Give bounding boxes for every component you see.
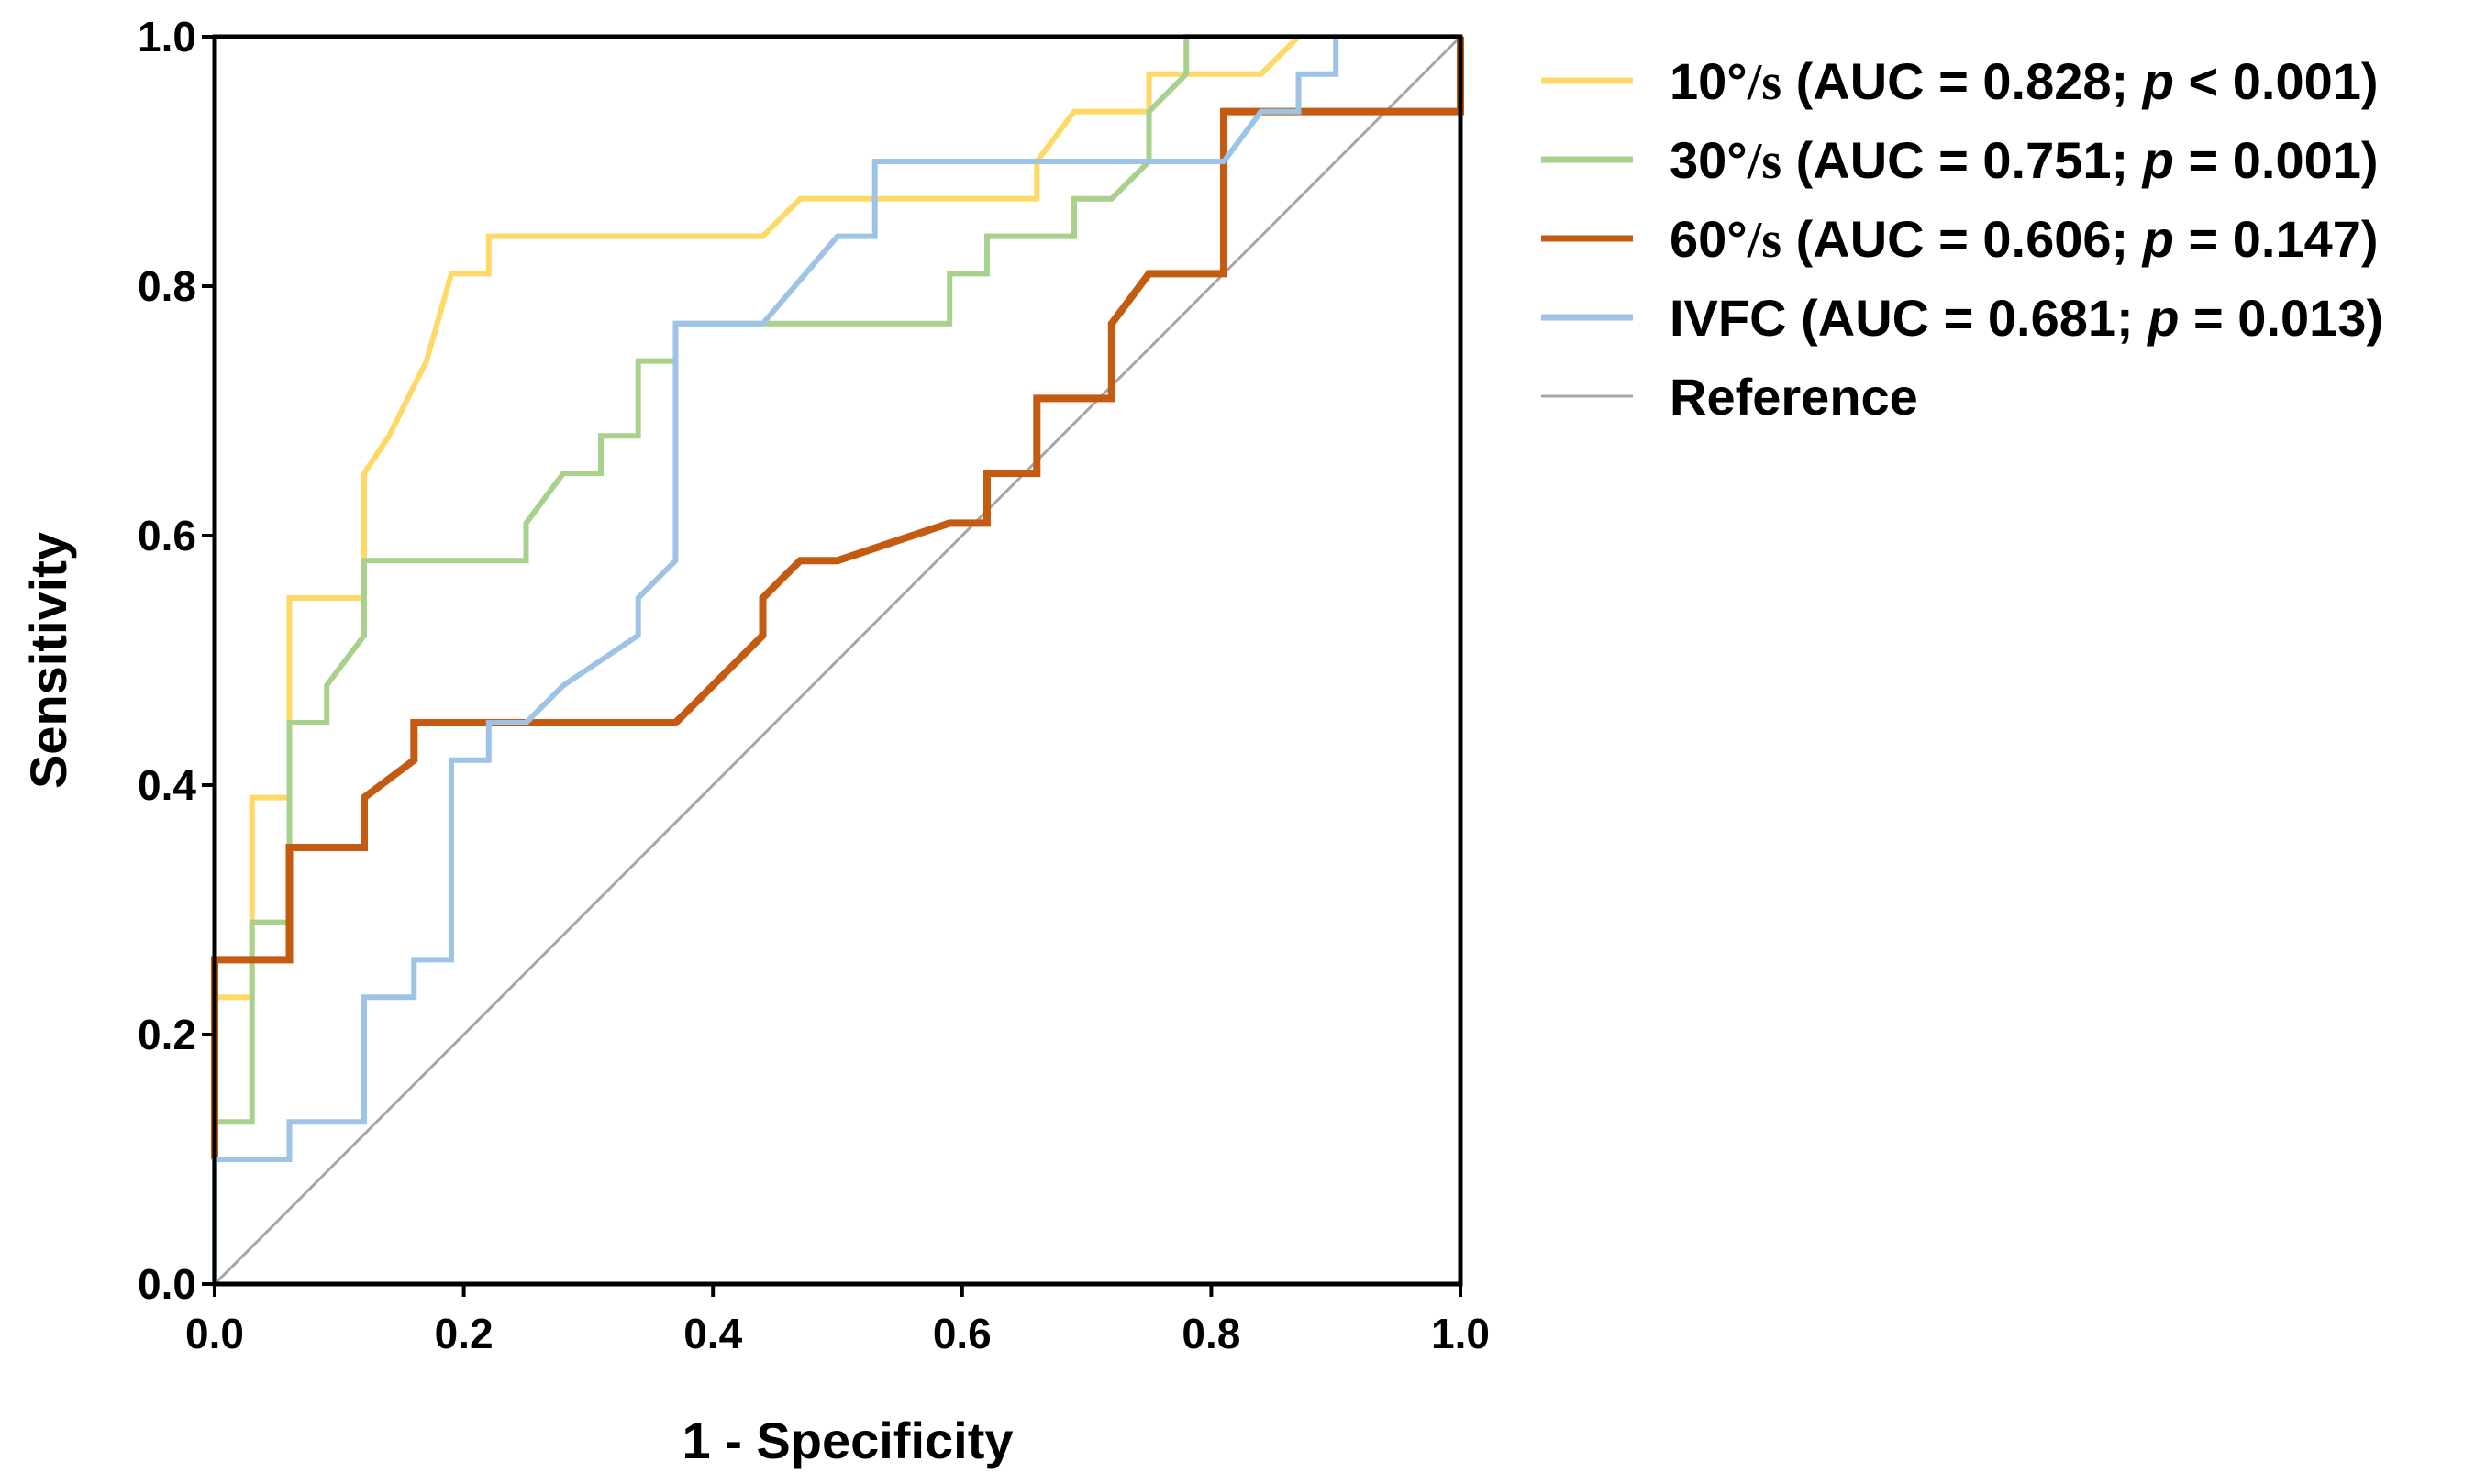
- y-tick-label: 0.2: [138, 1011, 196, 1058]
- series-line-ivfc: [212, 34, 1460, 1284]
- legend-label-reference: Reference: [1670, 368, 1918, 426]
- y-tick-label: 0.8: [138, 262, 196, 310]
- y-tick-label: 0.6: [138, 512, 196, 559]
- y-tick-label: 1.0: [138, 13, 196, 61]
- x-tick-label: 0.8: [1182, 1310, 1240, 1357]
- x-tick-label: 0.0: [185, 1310, 244, 1357]
- legend-label-60-s: 60°/s (AUC = 0.606; p = 0.147): [1670, 210, 2379, 269]
- x-axis-title: 1 - Specificity: [682, 1412, 1013, 1469]
- x-tick-label: 0.4: [683, 1310, 742, 1357]
- series-line-reference: [213, 35, 1462, 1286]
- legend: 10°/s (AUC = 0.828; p < 0.001) 30°/s (AUC…: [1541, 52, 2383, 426]
- legend-label-10-s: 10°/s (AUC = 0.828; p < 0.001): [1670, 52, 2379, 111]
- plot-frame: [212, 34, 1463, 1287]
- y-tick-label: 0.0: [138, 1260, 196, 1308]
- x-tick-label: 0.2: [435, 1310, 494, 1357]
- x-tick-label: 0.6: [933, 1310, 992, 1357]
- plot-area: [211, 34, 1464, 1286]
- series-line-10-s: [212, 34, 1460, 1284]
- axes: 0.0 0.2 0.4 0.6 0.8 1.0 0.0 0.2 0.4 0.6 0.8 1.0: [138, 13, 1490, 1357]
- x-tick-label: 1.0: [1431, 1310, 1490, 1357]
- y-tick-label: 0.4: [138, 761, 196, 809]
- series-line-30-s: [212, 34, 1460, 1284]
- series-line-60-s: [211, 37, 1464, 1159]
- y-axis-title: Sensitivity: [19, 532, 77, 789]
- legend-label-ivfc: IVFC (AUC = 0.681; p = 0.013): [1670, 289, 2383, 347]
- legend-label-30-s: 30°/s (AUC = 0.751; p = 0.001): [1670, 131, 2379, 190]
